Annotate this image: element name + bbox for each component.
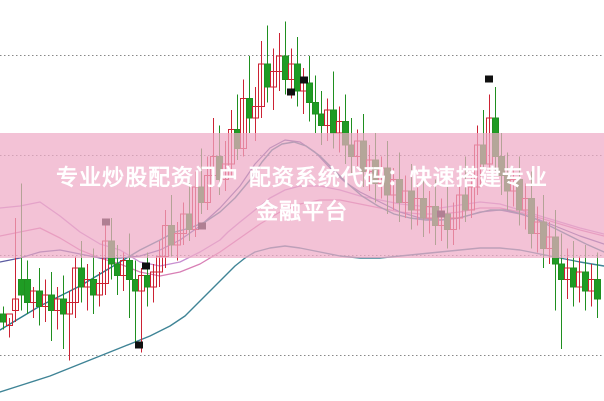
candles: [0, 21, 601, 361]
